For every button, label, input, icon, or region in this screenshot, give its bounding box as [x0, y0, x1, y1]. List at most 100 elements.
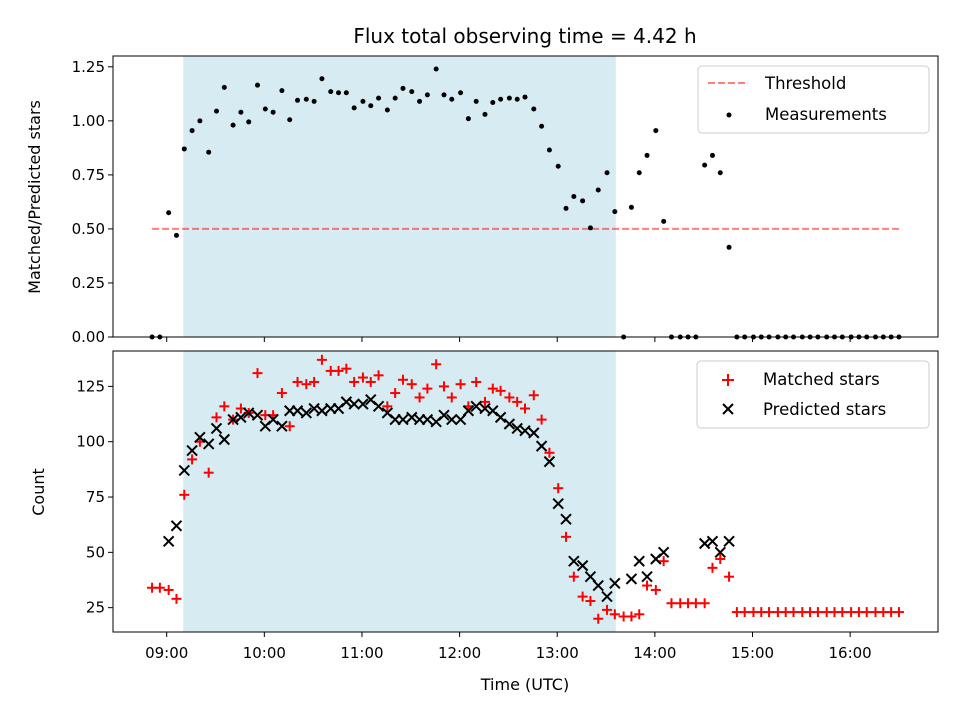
legend-ratio: Threshold Measurements: [697, 65, 930, 134]
predicted-star-point-b: [552, 497, 564, 510]
measurement-point: [295, 97, 301, 103]
predicted-star-point-b: [267, 413, 279, 426]
predicted-star-point: [251, 409, 264, 421]
matched-star-point: [690, 598, 701, 609]
measurement-point: [319, 76, 325, 82]
measurement-point: [595, 187, 601, 193]
measurement-point: [482, 111, 488, 117]
measurement-point: [238, 109, 244, 115]
predicted-star-point-b: [462, 405, 475, 417]
axes-frame-counts: [112, 350, 939, 633]
predicted-star-point-b: [625, 573, 638, 585]
measurement-point: [636, 170, 642, 176]
predicted-star-point: [723, 535, 735, 547]
chart-title: Flux total observing time = 4.42 h: [353, 24, 696, 48]
predicted-star-point: [397, 413, 409, 426]
matched-star-point: [788, 607, 799, 618]
y-tick-label-counts: 75: [86, 488, 105, 506]
predicted-star-point: [372, 400, 385, 413]
measurement-point: [417, 98, 423, 104]
predicted-star-point: [291, 405, 304, 417]
y-tick-label-ratio: 0.00: [72, 328, 105, 346]
predicted-star-point-b: [543, 455, 556, 468]
predicted-star-point-b: [365, 393, 377, 406]
measurement-point: [246, 119, 252, 125]
matched-star-point: [406, 379, 417, 390]
y-tick-label-ratio: 1.25: [72, 58, 105, 76]
matched-star-point: [699, 598, 710, 609]
measurement-point: [702, 162, 708, 168]
predicted-star-point: [406, 411, 418, 424]
predicted-star-point-b: [698, 537, 711, 550]
predicted-star-point-b: [560, 513, 572, 525]
predicted-star-point-b: [511, 422, 523, 435]
predicted-star-point: [348, 398, 360, 410]
legend-swatch-predicted: [722, 403, 734, 415]
x-tick-label: 13:00: [536, 644, 579, 662]
y-ticks-ratio: 0.00 0.25 0.50 0.75 1.00 1.25: [72, 58, 113, 346]
predicted-star-point: [170, 520, 183, 532]
measurement-point: [254, 82, 260, 88]
x-ticks-counts: 09:00 10:00 11:00 12:00 13:00 14:00 15:00 16:00: [145, 632, 872, 662]
predicted-star-point: [446, 413, 458, 426]
matched-star-point: [276, 388, 287, 399]
measurement-point: [522, 94, 528, 100]
legend-box-ratio: [697, 65, 930, 134]
predicted-star-point: [276, 420, 288, 432]
measurement-point: [449, 96, 455, 102]
matched-star-point: [528, 390, 539, 401]
measurement-point: [612, 209, 618, 215]
matched-star-point: [634, 609, 645, 620]
measurement-point: [546, 147, 552, 153]
y-tick-label-ratio: 0.75: [72, 166, 105, 184]
predicted-star-point-b: [576, 559, 589, 572]
x-axis-label: Time (UTC): [480, 675, 569, 694]
predicted-star-point: [202, 438, 215, 450]
matched-star-point: [626, 611, 637, 622]
predicted-star-point: [552, 497, 564, 510]
matched-star-point: [252, 368, 263, 379]
predicted-star-point-b: [162, 535, 175, 547]
matched-star-point: [593, 613, 604, 624]
predicted-star-point-b: [528, 427, 540, 439]
matched-star-point: [861, 607, 872, 618]
measurement-point: [498, 96, 504, 102]
predicted-star-point-b: [714, 546, 726, 559]
predicted-star-point: [300, 407, 313, 419]
measurement-point: [441, 92, 447, 98]
predicted-star-point: [210, 422, 223, 435]
matched-star-point: [292, 376, 303, 387]
y-ticks-counts: 25 50 75 100 125: [76, 377, 113, 617]
matched-star-point: [577, 591, 588, 602]
predicted-star-point: [706, 535, 719, 547]
predicted-star-point: [698, 537, 711, 550]
predicted-star-point-b: [487, 405, 499, 417]
predicted-star-point: [438, 409, 450, 421]
legend-swatch-matched: [722, 374, 734, 386]
measurement-point: [166, 210, 172, 216]
matched-star-point: [536, 414, 547, 425]
predicted-star-point-b: [276, 420, 288, 432]
predicted-star-point: [470, 400, 482, 413]
matched-star-point: [187, 454, 198, 465]
matched-star-point: [544, 447, 555, 458]
matched-star-point: [666, 598, 677, 609]
measurement-point: [384, 107, 390, 113]
matched-star-point: [203, 467, 214, 478]
predicted-star-point: [641, 570, 653, 583]
predicted-star-point-b: [633, 555, 645, 567]
y-axis-label-counts: Count: [29, 468, 48, 516]
matched-star-point: [341, 363, 352, 374]
predicted-star-point: [267, 413, 279, 426]
measurement-point: [580, 198, 586, 204]
y-tick-label-ratio: 1.00: [72, 112, 105, 130]
predicted-star-point-b: [178, 464, 190, 477]
measurement-point: [555, 163, 561, 169]
predicted-star-point-b: [348, 398, 360, 410]
measurement-point: [303, 96, 309, 102]
measurement-point: [563, 205, 569, 211]
measurement-point: [262, 106, 268, 112]
panel-counts: 25 50 75 100 125 09:00 10:00 11:00 12:00 13:00 14…: [29, 350, 939, 694]
x-ticks-ratio: [166, 337, 851, 342]
